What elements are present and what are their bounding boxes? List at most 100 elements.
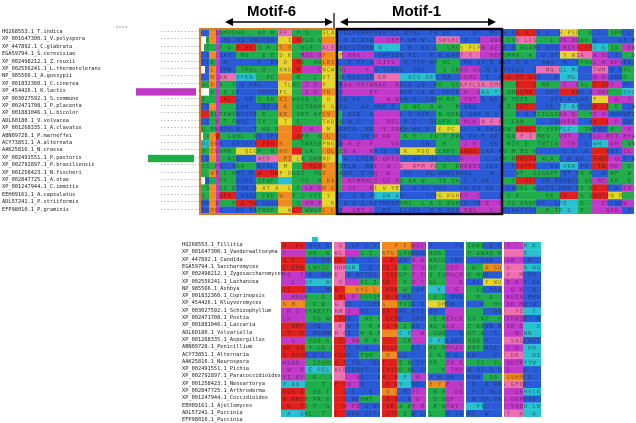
residue-letter-bottom: V xyxy=(507,273,511,279)
residue-letter: M xyxy=(589,171,593,177)
residue-letter: G xyxy=(520,127,523,133)
residue-letter-bottom: T xyxy=(343,360,347,366)
residue-letter: L xyxy=(348,164,352,170)
residue-block-bottom xyxy=(411,402,427,410)
residue-letter: M xyxy=(297,75,301,81)
residue-letter-bottom: I xyxy=(369,251,372,257)
residue-letter-bottom: D xyxy=(365,309,368,315)
residue-letter: G xyxy=(542,171,545,177)
residue-letter: D xyxy=(434,164,437,170)
residue-letter: M xyxy=(236,171,240,177)
residue-letter: I xyxy=(288,38,291,44)
residue-letter-bottom: C xyxy=(524,338,527,344)
residue-letter: K xyxy=(447,171,451,177)
residue-letter: N xyxy=(503,97,506,103)
residue-letter: R xyxy=(602,75,606,81)
residue-letter: L xyxy=(611,201,615,207)
residue-block-bottom xyxy=(427,285,445,294)
residue-letter: Y xyxy=(365,68,369,74)
residue-letter: R xyxy=(572,142,576,148)
residue-letter: G xyxy=(258,82,261,88)
residue-letter: A xyxy=(516,119,520,125)
residue-block xyxy=(322,184,336,192)
residue-block xyxy=(322,95,336,103)
sequence-name: XP_454426.1_K.lactis xyxy=(2,88,66,94)
residue-letter-bottom: Q xyxy=(365,353,368,359)
residue-letter-bottom: I xyxy=(520,317,523,323)
motif-1-label: Motif-1 xyxy=(392,3,441,20)
residue-letter: T xyxy=(615,53,619,59)
residue-letter-bottom: Q xyxy=(317,324,320,330)
residue-letter: E xyxy=(365,156,368,162)
residue-block-bottom xyxy=(333,380,345,388)
residue-block-bottom xyxy=(397,388,411,396)
residue-letter: C xyxy=(602,179,605,185)
residue-letter: C xyxy=(589,134,592,140)
gap-dashes: ------------ xyxy=(160,73,201,79)
residue-letter-bottom: N xyxy=(537,404,540,410)
residue-letter: E xyxy=(447,201,450,207)
residue-letter: F xyxy=(258,60,261,66)
residue-block-bottom xyxy=(411,329,427,337)
residue-letter-bottom: N xyxy=(532,353,535,359)
residue-block xyxy=(322,117,336,126)
residue-block-bottom xyxy=(359,271,381,279)
residue-letter-bottom: Q xyxy=(369,265,372,271)
residue-block-bottom xyxy=(523,380,541,388)
residue-letter: A xyxy=(482,82,486,88)
residue-block-bottom xyxy=(483,344,503,352)
residue-letter: G xyxy=(353,208,356,214)
residue-block xyxy=(608,103,622,111)
residue-block xyxy=(460,191,480,200)
residue-block xyxy=(578,103,592,111)
residue-block xyxy=(502,117,516,126)
residue-block xyxy=(560,154,578,163)
residue-letter-bottom: W xyxy=(532,302,536,308)
residue-letter-bottom: H xyxy=(292,295,295,301)
residue-letter: T xyxy=(327,75,331,81)
residue-block-bottom xyxy=(381,329,397,337)
residue-letter-bottom: V xyxy=(507,265,511,271)
residue-letter-bottom: Y xyxy=(412,404,416,410)
residue-letter: H xyxy=(559,119,562,125)
residue-block-bottom xyxy=(503,329,523,337)
residue-letter-bottom: C xyxy=(455,317,458,323)
residue-letter: G xyxy=(546,171,549,177)
residue-letter: L xyxy=(469,171,473,177)
residue-letter: S xyxy=(413,31,416,37)
residue-letter-bottom: G xyxy=(313,338,316,344)
residue-letter: Q xyxy=(383,193,386,199)
residue-letter-bottom: G xyxy=(511,360,514,366)
residue-letter: N xyxy=(606,208,609,214)
residue-block xyxy=(322,147,336,155)
residue-letter: H xyxy=(279,149,282,155)
residue-block xyxy=(292,117,302,126)
sequence-name: XP_002498212.1_Zygosaccharomyces xyxy=(182,271,284,277)
gap-dashes: ------------ xyxy=(160,162,201,168)
residue-letter-bottom: T xyxy=(300,324,304,330)
residue-block-bottom xyxy=(397,307,411,315)
residue-block-bottom xyxy=(333,409,345,417)
residue-letter-bottom: F xyxy=(395,346,398,352)
residue-letter: M xyxy=(318,156,322,162)
residue-block xyxy=(236,51,256,59)
residue-letter: S xyxy=(525,156,528,162)
residue-block xyxy=(592,140,608,148)
residue-letter: Q xyxy=(568,186,571,192)
residue-letter: M xyxy=(568,75,572,81)
residue-block xyxy=(536,29,560,37)
residue-letter: P xyxy=(284,156,288,162)
residue-letter: M xyxy=(284,164,288,170)
gap-block xyxy=(200,66,205,74)
residue-letter: L xyxy=(619,38,623,44)
residue-block xyxy=(400,132,436,140)
residue-letter: P xyxy=(568,119,572,125)
residue-block xyxy=(374,58,400,66)
residue-block xyxy=(336,206,342,214)
residue-letter: A xyxy=(525,201,529,207)
residue-block-bottom xyxy=(345,293,359,301)
residue-block xyxy=(342,66,374,74)
residue-block xyxy=(236,191,256,200)
residue-block xyxy=(608,162,622,170)
sequence-name: XP_002471708.1_Postia xyxy=(182,315,249,321)
